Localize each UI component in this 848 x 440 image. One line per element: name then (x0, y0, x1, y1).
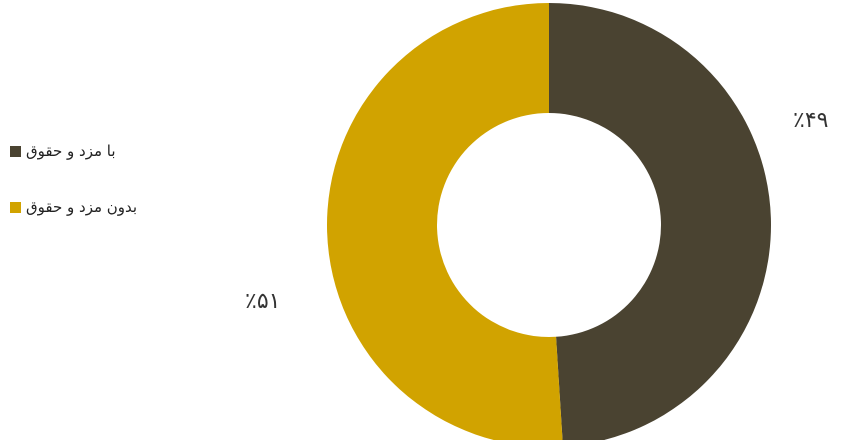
chart-legend: با مزد و حقوق بدون مزد و حقوق (10, 140, 190, 252)
data-label-without-wage: ٪۵۱ (245, 289, 281, 314)
legend-item-without-wage: بدون مزد و حقوق (10, 196, 190, 218)
donut-slice-without-wage (327, 3, 563, 440)
donut-slice-with-wage (549, 3, 771, 440)
legend-label-with-wage: با مزد و حقوق (26, 142, 116, 160)
legend-item-with-wage: با مزد و حقوق (10, 140, 190, 162)
legend-swatch-with-wage (10, 145, 21, 157)
legend-label-without-wage: بدون مزد و حقوق (26, 198, 138, 216)
legend-swatch-without-wage (10, 201, 21, 213)
data-label-with-wage: ٪۴۹ (793, 108, 829, 133)
